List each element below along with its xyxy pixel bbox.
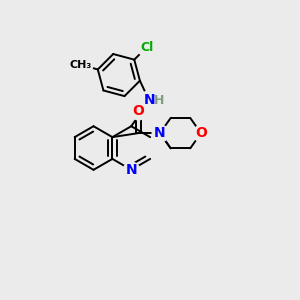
Text: H: H — [154, 94, 164, 107]
Text: N: N — [143, 94, 155, 107]
Text: O: O — [195, 126, 207, 140]
Text: N: N — [154, 126, 166, 140]
Text: O: O — [132, 104, 144, 118]
Text: CH₃: CH₃ — [69, 60, 92, 70]
Text: N: N — [125, 163, 137, 177]
Text: Cl: Cl — [140, 40, 154, 53]
